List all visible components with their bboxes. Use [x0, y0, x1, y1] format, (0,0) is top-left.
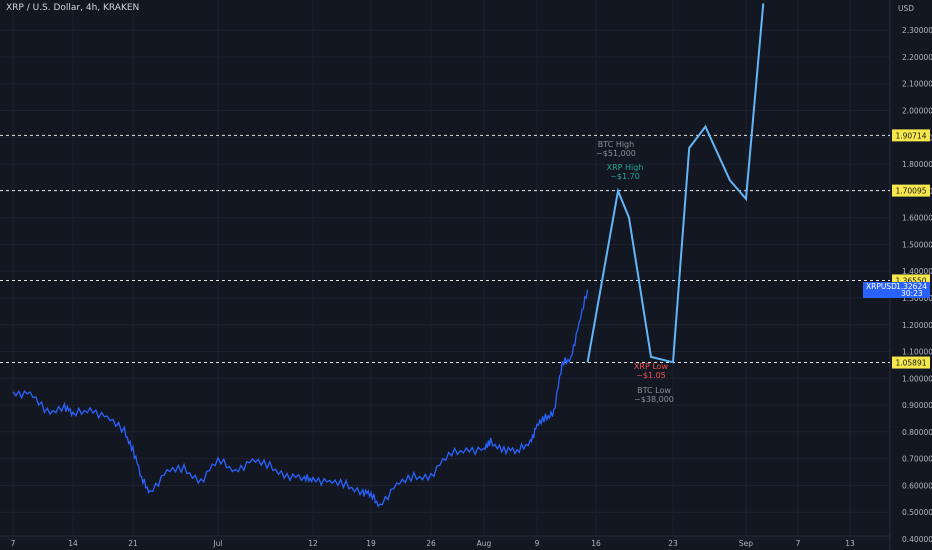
y-tick-label: 1.10000	[902, 348, 932, 357]
ticker-label: XRPUSD	[866, 282, 897, 291]
y-tick-label: 1.50000	[902, 240, 932, 249]
x-tick-label: Jul	[212, 539, 222, 548]
annotation-title: BTC Low	[637, 386, 671, 395]
y-tick-label: 2.30000	[902, 26, 932, 35]
level-label-bg	[892, 356, 930, 369]
level-label: 1.90714	[895, 131, 926, 140]
x-tick-label: 12	[308, 539, 318, 548]
current-price-badge: XRPUSD 1.32624 30:23	[863, 282, 930, 298]
y-tick-label: 1.80000	[902, 160, 932, 169]
annotation-value: ~$51,000	[596, 149, 636, 158]
annotation-value: ~$38,000	[634, 395, 674, 404]
y-tick-label: 2.00000	[902, 107, 932, 116]
y-tick-label: 0.50000	[902, 508, 932, 517]
level-label-bg	[892, 184, 930, 197]
x-tick-label: 23	[668, 539, 678, 548]
y-tick-label: 0.80000	[902, 428, 932, 437]
annotation-title: BTC High	[598, 140, 634, 149]
current-price-value: 1.32624	[895, 282, 927, 291]
y-tick-label: 1.20000	[902, 321, 932, 330]
x-tick-label: 26	[426, 539, 436, 548]
x-tick-label: 14	[68, 539, 78, 548]
projection-line	[586, 3, 765, 364]
x-tick-label: 9	[535, 539, 540, 548]
level-label: 1.36550	[895, 276, 926, 285]
x-tick-label: Sep	[739, 539, 753, 548]
countdown-label: 30:23	[901, 289, 923, 298]
chart-title: XRP / U.S. Dollar, 4h, KRAKEN	[6, 3, 140, 13]
x-tick-label: 16	[591, 539, 601, 548]
x-tick-label: 7	[11, 539, 16, 548]
y-tick-label: 0.90000	[902, 401, 932, 410]
level-label-bg	[892, 129, 930, 142]
axis-unit-label: USD	[897, 4, 914, 13]
y-tick-label: 0.60000	[902, 481, 932, 490]
y-tick-label: 0.70000	[902, 455, 932, 464]
annotation-title: XRP High	[607, 163, 644, 172]
y-tick-label: 1.00000	[902, 374, 932, 383]
annotation-value: ~$1.70	[610, 172, 640, 181]
y-tick-label: 1.40000	[902, 267, 932, 276]
annotation-title: XRP Low	[634, 362, 669, 371]
y-tick-label: 1.60000	[902, 214, 932, 223]
x-tick-label: 13	[845, 539, 855, 548]
annotation-value: ~$1.05	[636, 371, 666, 380]
level-label: 1.05891	[895, 359, 926, 368]
x-tick-label: 21	[128, 539, 138, 548]
x-tick-label: Aug	[477, 539, 492, 548]
level-label: 1.70095	[895, 187, 926, 196]
price-line	[12, 289, 589, 508]
y-tick-label: 2.20000	[902, 53, 932, 62]
x-tick-label: 7	[796, 539, 801, 548]
y-tick-label: 0.40000	[902, 535, 932, 544]
x-tick-label: 19	[366, 539, 376, 548]
y-tick-label: 1.30000	[902, 294, 932, 303]
y-tick-label: 2.10000	[902, 80, 932, 89]
